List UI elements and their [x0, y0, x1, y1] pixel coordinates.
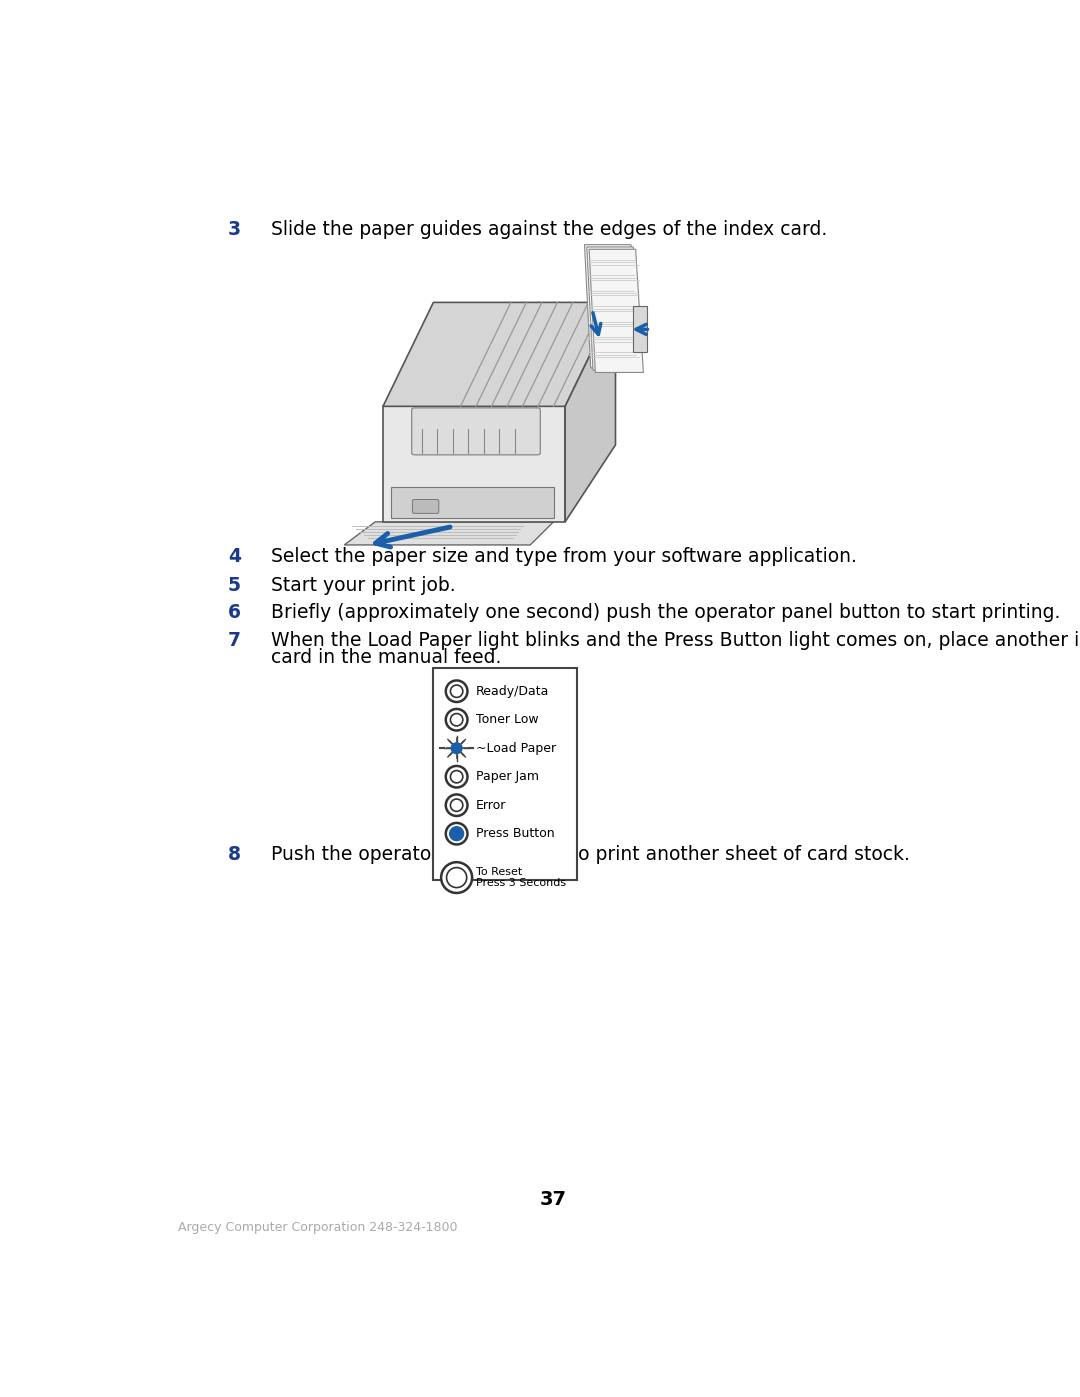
- Text: card in the manual feed.: card in the manual feed.: [271, 648, 501, 668]
- Text: When the Load Paper light blinks and the Press Button light comes on, place anot: When the Load Paper light blinks and the…: [271, 631, 1080, 650]
- Text: 4: 4: [228, 548, 241, 566]
- Text: Start your print job.: Start your print job.: [271, 576, 456, 595]
- Text: 37: 37: [540, 1190, 567, 1208]
- Polygon shape: [565, 302, 616, 522]
- FancyBboxPatch shape: [391, 488, 554, 518]
- Circle shape: [449, 827, 463, 841]
- Text: ~Load Paper: ~Load Paper: [476, 742, 556, 754]
- Circle shape: [446, 766, 468, 788]
- Circle shape: [450, 771, 463, 782]
- Circle shape: [450, 685, 463, 697]
- Bar: [433, 668, 577, 880]
- Polygon shape: [590, 249, 644, 373]
- Text: 3: 3: [228, 219, 241, 239]
- Text: Error: Error: [476, 799, 507, 812]
- Text: 6: 6: [228, 602, 241, 622]
- Circle shape: [446, 795, 468, 816]
- Text: Push the operator panel button to print another sheet of card stock.: Push the operator panel button to print …: [271, 845, 909, 865]
- FancyBboxPatch shape: [413, 500, 438, 513]
- Text: Argecy Computer Corporation 248-324-1800: Argecy Computer Corporation 248-324-1800: [177, 1221, 457, 1235]
- Text: Ready/Data: Ready/Data: [476, 685, 550, 697]
- Text: 5: 5: [228, 576, 241, 595]
- Text: Paper Jam: Paper Jam: [476, 770, 539, 784]
- Circle shape: [446, 868, 467, 887]
- Text: 8: 8: [228, 845, 241, 865]
- Circle shape: [450, 714, 463, 726]
- Polygon shape: [383, 302, 616, 407]
- Polygon shape: [584, 244, 638, 367]
- Text: 7: 7: [228, 631, 241, 650]
- Circle shape: [446, 708, 468, 731]
- Text: Toner Low: Toner Low: [476, 714, 539, 726]
- Text: Select the paper size and type from your software application.: Select the paper size and type from your…: [271, 548, 856, 566]
- Circle shape: [446, 823, 468, 844]
- Polygon shape: [586, 247, 642, 370]
- FancyBboxPatch shape: [411, 408, 540, 455]
- Circle shape: [450, 799, 463, 812]
- Text: Briefly (approximately one second) push the operator panel button to start print: Briefly (approximately one second) push …: [271, 602, 1059, 622]
- Polygon shape: [345, 522, 554, 545]
- Text: Slide the paper guides against the edges of the index card.: Slide the paper guides against the edges…: [271, 219, 827, 239]
- Circle shape: [446, 680, 468, 703]
- Text: To Reset: To Reset: [476, 868, 523, 877]
- Text: Press Button: Press Button: [476, 827, 555, 840]
- Text: Press 3 Seconds: Press 3 Seconds: [476, 877, 566, 888]
- Circle shape: [451, 743, 462, 753]
- FancyBboxPatch shape: [633, 306, 647, 352]
- Circle shape: [441, 862, 472, 893]
- Polygon shape: [383, 407, 565, 522]
